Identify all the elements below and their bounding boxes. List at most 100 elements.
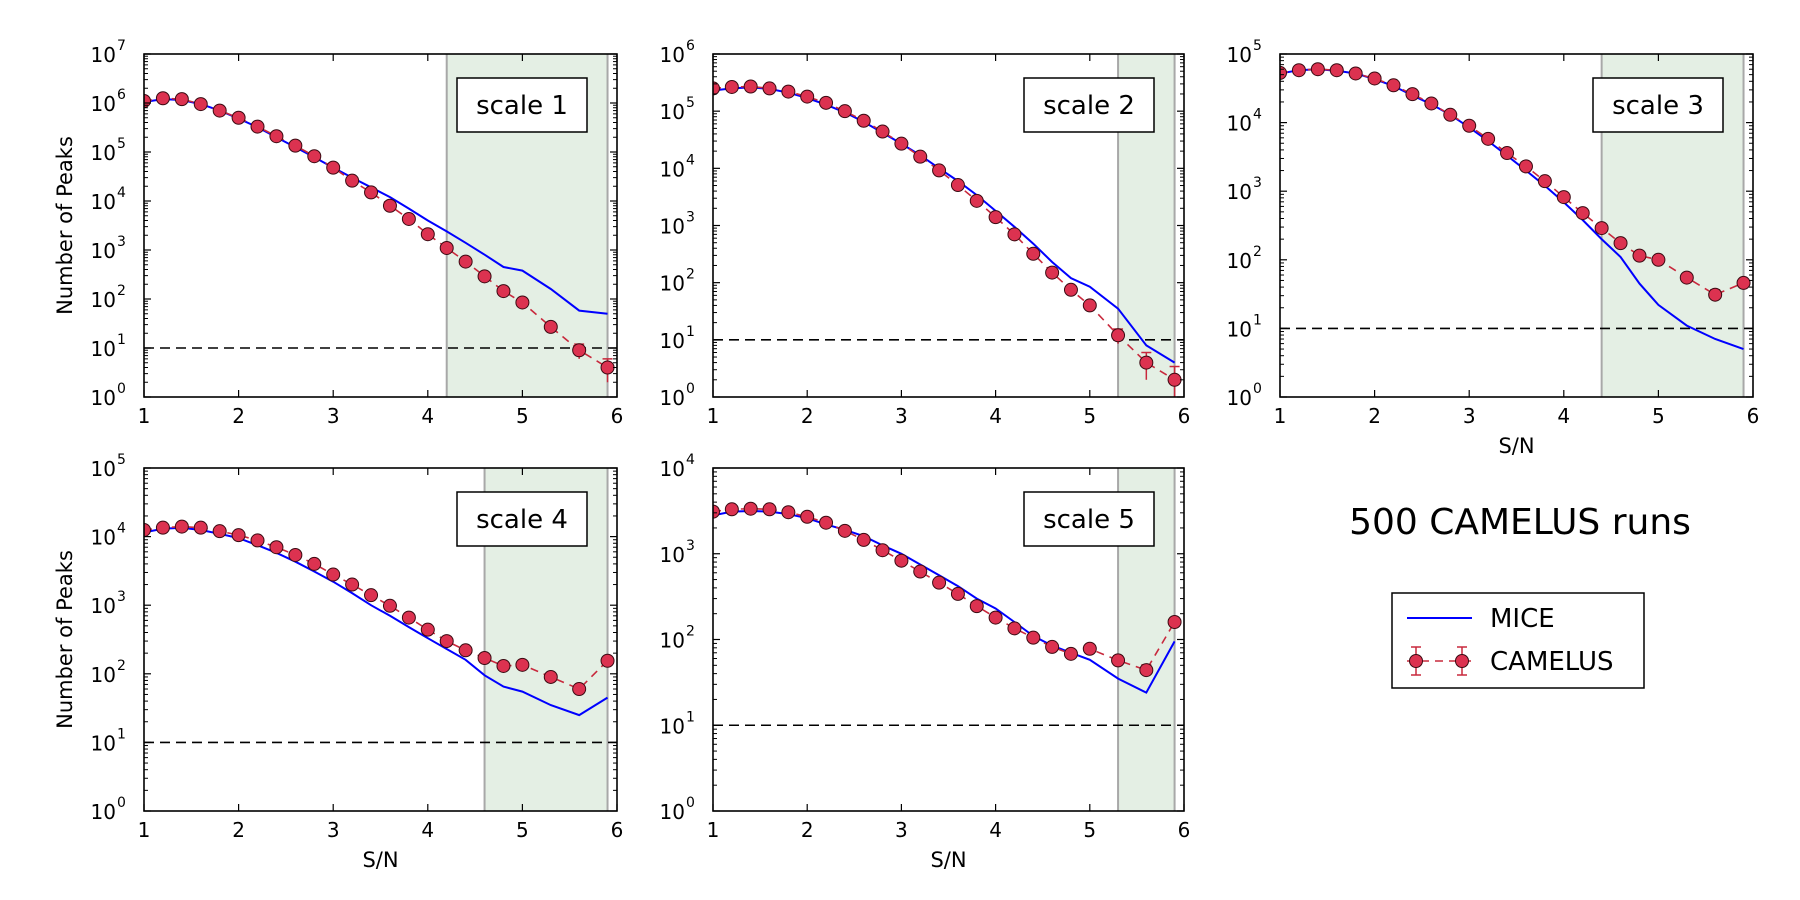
x-tick-label: 6: [611, 404, 624, 428]
x-tick-label: 5: [1083, 404, 1096, 428]
x-axis-title: S/N: [362, 848, 398, 872]
camelus-point: [1708, 287, 1723, 302]
y-tick-label: 10: [660, 157, 685, 181]
scale-label: scale 1: [476, 91, 568, 121]
y-tick-label: 10: [91, 594, 116, 618]
y-tick-exponent: 2: [686, 624, 695, 640]
camelus-point: [1386, 78, 1401, 93]
camelus-point: [1613, 236, 1628, 251]
camelus-point: [800, 89, 815, 104]
camelus-point: [1139, 355, 1154, 370]
camelus-point: [1167, 614, 1182, 629]
y-tick-label: 10: [91, 239, 116, 263]
camelus-point: [1575, 206, 1590, 221]
camelus-point: [458, 643, 473, 658]
camelus-point: [988, 210, 1003, 225]
legend-camelus-label: CAMELUS: [1490, 647, 1614, 677]
scale-label-box: [456, 77, 588, 133]
y-tick-label: 10: [91, 288, 116, 312]
y-tick-label: 10: [660, 100, 685, 124]
scale-label: scale 2: [1043, 91, 1135, 121]
camelus-point: [600, 653, 615, 668]
scale-label-box: [1023, 491, 1155, 547]
y-tick-exponent: 4: [1253, 107, 1262, 123]
x-tick-label: 6: [1178, 818, 1191, 842]
axes-frame: [143, 467, 618, 812]
camelus-point: [193, 520, 208, 535]
y-tick-label: 10: [91, 386, 116, 410]
camelus-point: [724, 502, 739, 517]
camelus-point: [269, 129, 284, 144]
plot-area: [713, 501, 1182, 694]
y-tick-exponent: 7: [117, 38, 126, 54]
y-tick-label: 10: [91, 526, 116, 550]
y-tick-label: 10: [91, 800, 116, 824]
camelus-point: [269, 540, 284, 555]
scale-label-box: [1023, 77, 1155, 133]
camelus-point: [894, 553, 909, 568]
camelus-point: [1045, 639, 1060, 654]
camelus-point: [969, 193, 984, 208]
y-tick-label: 10: [91, 190, 116, 214]
y-tick-label: 10: [660, 457, 685, 481]
y-tick-exponent: 4: [686, 152, 695, 168]
camelus-point: [288, 547, 303, 562]
camelus-point: [401, 610, 416, 625]
camelus-point: [819, 515, 834, 530]
camelus-point: [1026, 630, 1041, 645]
y-tick-exponent: 0: [686, 795, 695, 811]
y-tick-exponent: 4: [117, 521, 126, 537]
camelus-point: [420, 622, 435, 637]
x-tick-label: 3: [895, 404, 908, 428]
camelus-point: [1082, 298, 1097, 313]
legend-frame: [1391, 592, 1645, 689]
camelus-point: [543, 669, 558, 684]
y-tick-label: 10: [91, 457, 116, 481]
y-tick-exponent: 0: [1253, 381, 1262, 397]
y-tick-exponent: 3: [686, 210, 695, 226]
y-tick-label: 10: [1227, 249, 1252, 273]
legend-camelus-swatch: [1407, 646, 1472, 676]
camelus-point: [144, 93, 151, 108]
camelus-point: [458, 254, 473, 269]
y-tick-exponent: 0: [117, 795, 126, 811]
y-tick-exponent: 1: [117, 332, 126, 348]
x-tick-label: 4: [989, 404, 1002, 428]
camelus-point: [250, 119, 265, 134]
camelus-point: [800, 509, 815, 524]
camelus-point: [781, 84, 796, 99]
camelus-point: [1007, 227, 1022, 242]
y-tick-exponent: 4: [117, 185, 126, 201]
camelus-point: [231, 528, 246, 543]
camelus-point: [1348, 66, 1363, 81]
camelus-point: [932, 163, 947, 178]
y-tick-exponent: 3: [117, 589, 126, 605]
camelus-point: [913, 564, 928, 579]
camelus-point: [364, 185, 379, 200]
y-tick-label: 10: [660, 714, 685, 738]
camelus-point: [1632, 248, 1647, 263]
camelus-point: [894, 136, 909, 151]
x-tick-label: 2: [232, 818, 245, 842]
camelus-point: [515, 295, 530, 310]
y-axis-title: Number of Peaks: [53, 136, 77, 315]
camelus-point: [572, 343, 587, 358]
camelus-point: [1063, 646, 1078, 661]
y-tick-exponent: 5: [117, 136, 126, 152]
camelus-point: [231, 110, 246, 125]
camelus-point: [1367, 71, 1382, 86]
camelus-point: [543, 319, 558, 334]
plot-area: [144, 519, 615, 717]
x-tick-label: 1: [138, 404, 151, 428]
camelus-point: [155, 91, 170, 106]
y-tick-exponent: 2: [117, 283, 126, 299]
camelus-point: [326, 160, 341, 175]
camelus-point: [1291, 63, 1306, 78]
y-tick-label: 10: [660, 386, 685, 410]
y-tick-label: 10: [91, 731, 116, 755]
camelus-point: [713, 81, 720, 96]
camelus-point: [307, 556, 322, 571]
